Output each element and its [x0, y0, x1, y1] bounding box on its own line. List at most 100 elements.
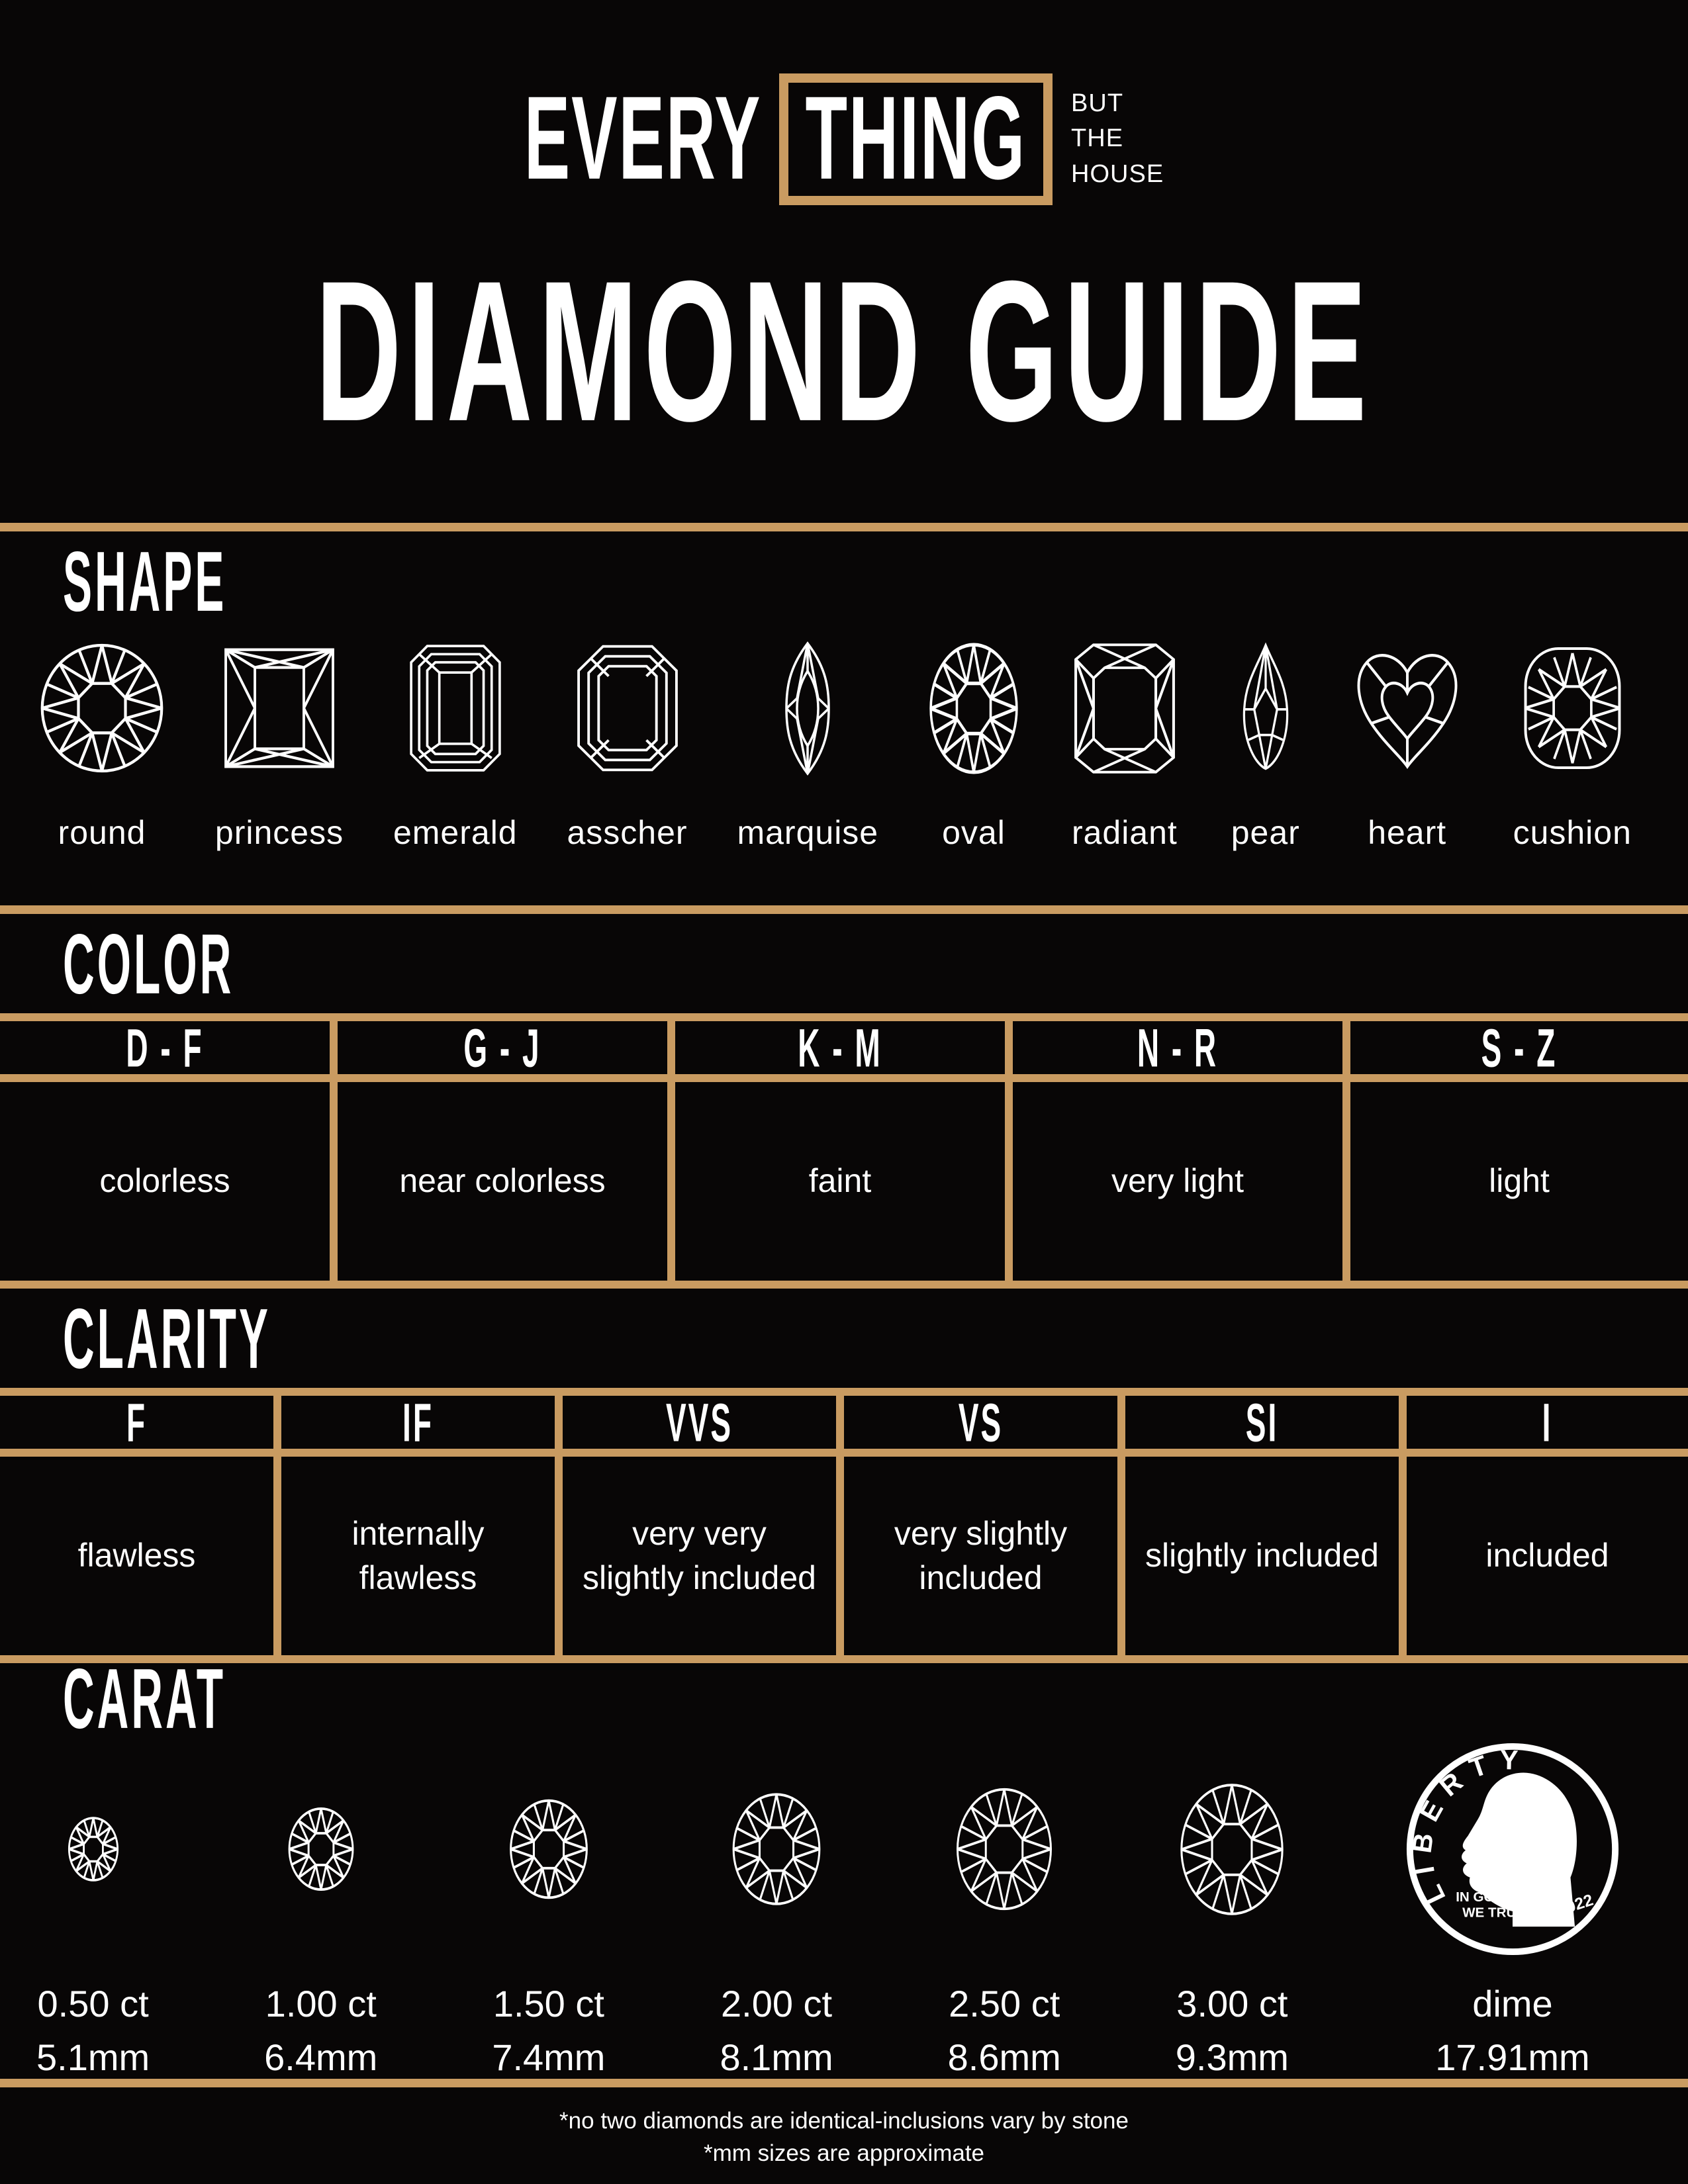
asscher-diamond-icon: [577, 645, 678, 772]
ebth-logo: EVERY THING BUT THE HOUSE: [524, 66, 1164, 212]
shape-label: heart: [1368, 814, 1447, 851]
color-grade-header: N - R: [1013, 1017, 1350, 1082]
carat-row: 0.50 ct 5.1mm 1.00 ct 6.4mm 1.50 ct 7.4m…: [0, 1733, 1688, 2079]
header: EVERY THING BUT THE HOUSE DIAMOND GUIDE: [0, 0, 1688, 523]
color-grade-description: light: [1489, 1162, 1550, 1200]
shape-section: SHAPE round princess: [0, 531, 1688, 905]
carat-size-label: 1.00 ct: [265, 1983, 377, 2025]
clarity-grade-description: very slightly included: [844, 1457, 1125, 1655]
logo-tagline: BUT THE HOUSE: [1071, 86, 1164, 192]
carat-size-label: dime: [1472, 1983, 1553, 2025]
shape-label: asscher: [567, 814, 688, 851]
clarity-grade-description: internally flawless: [281, 1457, 563, 1655]
shape-item-round: round: [38, 636, 165, 852]
carat-mm-label: 8.1mm: [720, 2036, 833, 2078]
dime-motto-line2: WE TRUST: [1462, 1905, 1534, 1920]
clarity-grade-header: SI: [1125, 1392, 1407, 1457]
shape-label: princess: [214, 814, 344, 851]
clarity-grade-header: VVS: [563, 1392, 844, 1457]
logo-tagline-house: HOUSE: [1071, 159, 1164, 188]
carat-item-300: 3.00 ct 9.3mm: [1176, 1733, 1289, 2079]
clarity-grade-header: I: [1407, 1392, 1688, 1457]
carat-item-dime: LIBERTY IN GOD WE TRUST 2022 dime 17.91m…: [1403, 1733, 1622, 2079]
logo-tagline-but: BUT: [1071, 89, 1124, 118]
shape-section-title: SHAPE: [63, 533, 227, 629]
emerald-diamond-icon: [410, 645, 501, 772]
round-brilliant-icon: [731, 1791, 822, 1907]
color-grade-description: very light: [1013, 1082, 1350, 1281]
clarity-grade-header: IF: [281, 1392, 563, 1457]
round-diamond-icon: [38, 641, 165, 775]
clarity-section-title: CLARITY: [63, 1290, 271, 1387]
page-title: DIAMOND GUIDE: [315, 240, 1373, 463]
logo-box: THING: [778, 72, 1053, 205]
round-brilliant-icon: [68, 1816, 119, 1882]
round-brilliant-icon: [287, 1806, 355, 1892]
carat-mm-label: 6.4mm: [264, 2036, 378, 2078]
shape-item-oval: oval: [928, 636, 1019, 852]
logo-word-thing: THING: [805, 72, 1027, 205]
shape-label: round: [58, 814, 146, 851]
color-grade-header: G - J: [338, 1017, 675, 1082]
shape-label: marquise: [737, 814, 879, 851]
shape-row: round princess: [0, 631, 1688, 905]
carat-item-200: 2.00 ct 8.1mm: [720, 1733, 833, 2079]
shape-item-asscher: asscher: [567, 636, 688, 852]
color-grade-header: K - M: [675, 1017, 1013, 1082]
carat-mm-label: 5.1mm: [36, 2036, 150, 2078]
logo-tagline-the: THE: [1071, 124, 1124, 153]
divider: [0, 523, 1688, 531]
shape-label: radiant: [1071, 814, 1178, 851]
shape-item-emerald: emerald: [393, 636, 518, 852]
carat-size-label: 2.50 ct: [949, 1983, 1060, 2025]
carat-mm-label: 9.3mm: [1175, 2036, 1289, 2078]
carat-item-250: 2.50 ct 8.6mm: [948, 1733, 1061, 2079]
cushion-diamond-icon: [1518, 647, 1627, 769]
clarity-grade-description: slightly included: [1125, 1457, 1407, 1655]
color-grade-header: D - F: [0, 1017, 338, 1082]
dime-motto-line1: IN GOD: [1456, 1889, 1504, 1905]
pear-diamond-icon: [1243, 642, 1288, 770]
carat-item-150: 1.50 ct 7.4mm: [492, 1733, 605, 2079]
marquise-diamond-icon: [785, 641, 831, 776]
carat-size-label: 0.50 ct: [37, 1983, 149, 2025]
logo-word-every: EVERY: [524, 72, 762, 205]
carat-mm-label: 17.91mm: [1435, 2036, 1590, 2078]
radiant-diamond-icon: [1074, 643, 1175, 774]
oval-diamond-icon: [928, 641, 1019, 776]
clarity-grade-description: flawless: [0, 1457, 281, 1655]
color-grade-description: near colorless: [338, 1082, 675, 1281]
shape-label: emerald: [393, 814, 518, 851]
dime-coin-icon: LIBERTY IN GOD WE TRUST 2022: [1406, 1743, 1618, 1956]
shape-item-cushion: cushion: [1513, 636, 1632, 852]
shape-item-heart: heart: [1351, 636, 1464, 852]
princess-diamond-icon: [224, 648, 334, 768]
divider: [0, 2079, 1688, 2087]
shape-label: cushion: [1513, 814, 1632, 851]
carat-item-050: 0.50 ct 5.1mm: [36, 1733, 150, 2079]
footer-note-1: *no two diamonds are identical-inclusion…: [559, 2108, 1129, 2134]
color-section: COLOR D - F G - J K - M N - R S - Z colo…: [0, 914, 1688, 1289]
round-brilliant-icon: [508, 1797, 589, 1901]
clarity-table: F IF VVS VS SI I flawless internally fla…: [0, 1388, 1688, 1663]
carat-mm-label: 8.6mm: [947, 2036, 1061, 2078]
clarity-grade-header: F: [0, 1392, 281, 1457]
carat-size-label: 1.50 ct: [492, 1983, 604, 2025]
color-section-title: COLOR: [63, 915, 234, 1012]
shape-item-pear: pear: [1230, 636, 1301, 852]
color-table: D - F G - J K - M N - R S - Z colorless …: [0, 1013, 1688, 1289]
footer: *no two diamonds are identical-inclusion…: [0, 2087, 1688, 2169]
carat-size-label: 2.00 ct: [720, 1983, 833, 2025]
carat-section-title: CARAT: [63, 1650, 226, 1747]
color-grade-header: S - Z: [1350, 1017, 1688, 1082]
divider: [0, 905, 1688, 914]
round-brilliant-icon: [955, 1786, 1054, 1913]
clarity-grade-description: included: [1485, 1537, 1609, 1574]
carat-section: CARAT 0.50 ct 5.1mm 1.00 ct 6.4mm 1.50 c…: [0, 1650, 1688, 2079]
carat-item-100: 1.00 ct 6.4mm: [264, 1733, 377, 2079]
color-grade-description: faint: [675, 1082, 1013, 1281]
clarity-grade-header: VS: [844, 1392, 1125, 1457]
clarity-grade-description: very very slightly included: [563, 1457, 844, 1655]
round-brilliant-icon: [1178, 1781, 1286, 1918]
color-grade-description: colorless: [0, 1082, 338, 1281]
